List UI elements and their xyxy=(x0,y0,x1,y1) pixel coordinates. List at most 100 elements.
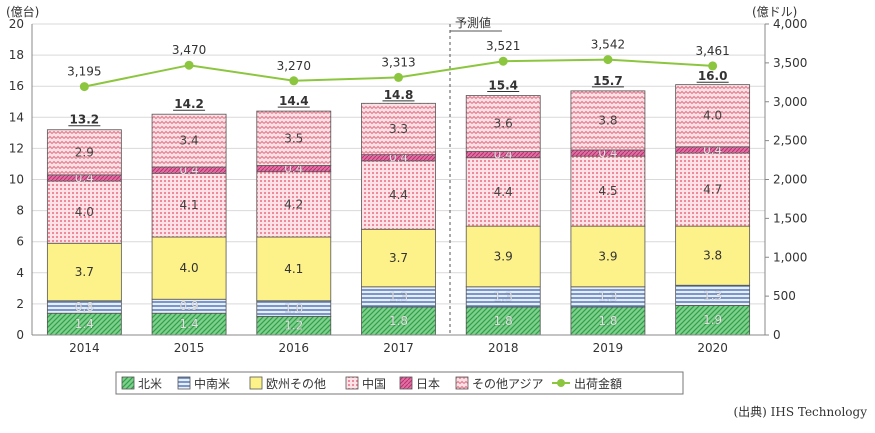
segment-label-eu: 3.9 xyxy=(598,249,617,263)
line-point xyxy=(79,82,89,92)
segment-label-eu: 3.8 xyxy=(703,249,722,263)
legend-item: その他アジア xyxy=(455,376,544,391)
segment-label-eu: 4.1 xyxy=(284,262,303,276)
legend-item: 出荷金額 xyxy=(552,376,622,391)
legend-label: 日本 xyxy=(416,377,440,391)
right-tick-label: 1,500 xyxy=(773,211,807,225)
bar-segment-as xyxy=(361,102,436,156)
segment-label-cn: 4.4 xyxy=(389,188,408,202)
total-label: 14.8 xyxy=(384,88,414,102)
line-value-label: 3,470 xyxy=(172,43,206,57)
segment-label-cn: 4.1 xyxy=(180,198,199,212)
x-tick-label: 2016 xyxy=(279,341,310,355)
bar-segment-cn xyxy=(570,155,646,227)
x-tick-label: 2015 xyxy=(174,341,205,355)
segment-label-as: 3.3 xyxy=(389,122,408,136)
total-label: 14.4 xyxy=(279,94,309,108)
legend-swatch-jp xyxy=(399,376,413,390)
legend-label: 出荷金額 xyxy=(574,376,622,391)
segment-label-la: 1.3 xyxy=(494,290,513,304)
right-axis-ticks: 0 500 1,000 1,500 2,000 2,500 3,000 3,500 4,000 xyxy=(765,17,807,342)
left-tick-label: 6 xyxy=(16,235,24,249)
segment-label-na: 1.4 xyxy=(75,317,94,331)
segment-label-eu: 4.0 xyxy=(180,261,199,275)
x-tick-label: 2018 xyxy=(488,341,519,355)
total-label: 13.2 xyxy=(70,113,100,127)
bar-stack: 1.40.83.74.00.42.913.2 xyxy=(46,113,122,336)
line-point xyxy=(603,55,613,65)
bar-segment-eu xyxy=(465,225,541,288)
legend-label: 北米 xyxy=(138,377,162,391)
segment-label-na: 1.8 xyxy=(598,314,617,328)
bar-stack: 1.40.94.04.10.43.414.2 xyxy=(151,97,227,336)
right-tick-label: 1,000 xyxy=(773,250,807,264)
bar-segment-eu xyxy=(570,225,646,288)
bar-segment-eu xyxy=(256,236,332,302)
bar-segment-cn xyxy=(465,157,541,227)
legend-swatch-la xyxy=(177,376,191,390)
left-tick-label: 16 xyxy=(9,79,24,93)
total-label: 16.0 xyxy=(698,69,728,83)
bar-stack: 1.81.33.94.50.43.815.7 xyxy=(570,74,646,336)
legend-item: 日本 xyxy=(399,376,440,391)
line-value-label: 3,195 xyxy=(67,65,101,79)
legend-item: 中南米 xyxy=(177,376,230,391)
segment-label-as: 3.6 xyxy=(494,117,513,131)
segment-label-na: 1.2 xyxy=(284,319,303,333)
x-tick-label: 2019 xyxy=(593,341,624,355)
forecast-marker: 予測値 xyxy=(449,15,502,335)
x-tick-label: 2014 xyxy=(69,341,100,355)
right-tick-label: 3,000 xyxy=(773,95,807,109)
bar-segment-eu xyxy=(361,228,436,288)
segment-label-la: 1.3 xyxy=(703,288,722,302)
segment-label-as: 3.8 xyxy=(598,113,617,127)
left-tick-label: 20 xyxy=(9,17,24,31)
legend-swatch-eu xyxy=(249,376,263,390)
bar-segment-as xyxy=(465,95,541,152)
bar-segment-na xyxy=(361,306,436,336)
bar-segment-cn xyxy=(675,152,751,227)
segment-label-eu: 3.9 xyxy=(494,249,513,263)
forecast-label: 予測値 xyxy=(455,15,491,30)
segment-label-cn: 4.0 xyxy=(75,205,94,219)
legend-line-marker xyxy=(557,379,565,387)
segment-label-na: 1.9 xyxy=(703,313,722,327)
line-point xyxy=(184,60,194,70)
left-axis-unit: (億台) xyxy=(6,4,39,19)
bar-stack: 1.81.33.94.40.43.615.4 xyxy=(465,79,541,336)
legend-item: 中国 xyxy=(345,376,386,391)
legend-label: 中南米 xyxy=(194,376,230,391)
left-tick-label: 4 xyxy=(16,266,24,280)
right-axis-unit: (億ドル) xyxy=(752,5,797,19)
segment-label-la: 0.9 xyxy=(180,299,199,313)
segment-label-eu: 3.7 xyxy=(389,251,408,265)
segment-label-eu: 3.7 xyxy=(75,265,94,279)
left-tick-label: 18 xyxy=(9,48,24,62)
legend: 北米 中南米 欧州その他 中国 日本 その他アジア 出荷金額 xyxy=(115,371,684,395)
right-tick-label: 3,500 xyxy=(773,56,807,70)
left-tick-label: 0 xyxy=(16,328,24,342)
x-axis-labels: 2014 2015 2016 2017 2018 2019 2020 xyxy=(69,341,728,355)
left-tick-label: 10 xyxy=(9,173,24,187)
legend-swatch-as xyxy=(455,376,469,390)
line-point xyxy=(708,61,718,71)
line-point xyxy=(394,72,403,82)
bar-stack: 1.81.33.74.40.43.314.8 xyxy=(361,88,436,336)
total-label: 14.2 xyxy=(174,97,204,111)
left-tick-label: 8 xyxy=(16,204,24,218)
segment-label-na: 1.4 xyxy=(180,317,199,331)
bar-segment-as xyxy=(46,129,122,176)
line-point xyxy=(498,56,508,66)
source-note: (出典) IHS Technology xyxy=(733,405,867,419)
right-tick-label: 2,000 xyxy=(773,173,807,187)
left-tick-label: 12 xyxy=(9,141,24,155)
segment-label-na: 1.8 xyxy=(494,314,513,328)
segment-label-na: 1.8 xyxy=(389,314,408,328)
bar-segment-eu xyxy=(151,236,227,300)
left-tick-label: 2 xyxy=(16,297,24,311)
x-tick-label: 2020 xyxy=(697,341,728,355)
segment-label-cn: 4.4 xyxy=(494,185,513,199)
line-value-label: 3,313 xyxy=(381,55,415,69)
bar-segment-na xyxy=(465,306,541,336)
